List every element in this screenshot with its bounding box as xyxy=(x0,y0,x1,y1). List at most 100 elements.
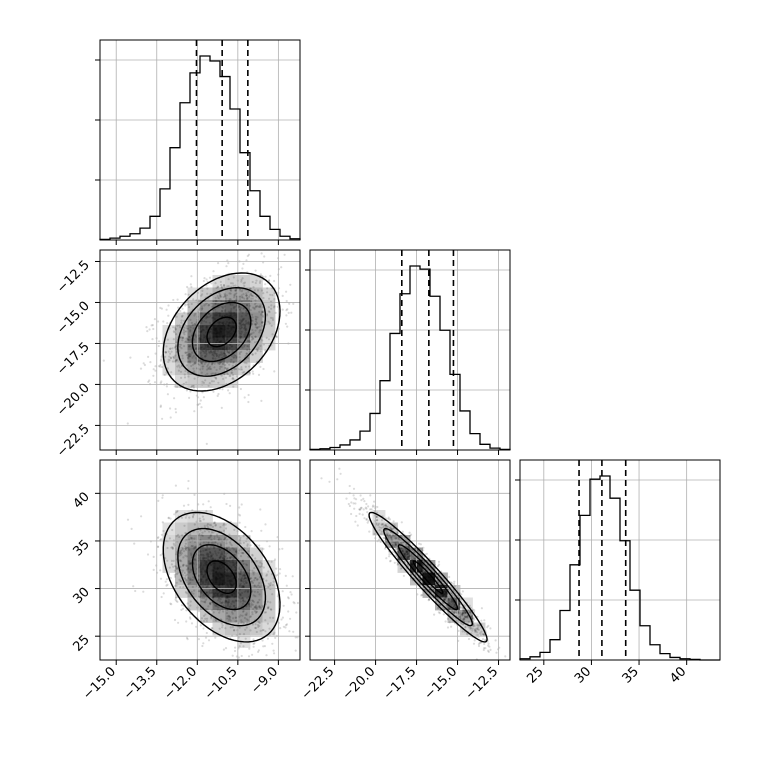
scatter-point xyxy=(175,344,178,348)
scatter-point xyxy=(436,591,439,595)
scatter-point xyxy=(231,561,234,564)
scatter-point xyxy=(170,356,173,359)
scatter-point xyxy=(206,552,209,555)
scatter-point xyxy=(215,577,218,580)
scatter-point xyxy=(233,368,236,371)
scatter-point xyxy=(221,553,224,556)
scatter-point xyxy=(255,610,258,614)
scatter-point xyxy=(214,349,217,352)
scatter-point xyxy=(230,584,233,587)
scatter-point xyxy=(408,546,411,549)
scatter-point xyxy=(222,604,225,607)
scatter-point xyxy=(251,316,254,319)
scatter-point xyxy=(445,596,448,599)
scatter-point xyxy=(232,604,235,608)
scatter-point xyxy=(470,627,473,630)
scatter-point xyxy=(211,525,215,528)
scatter-point xyxy=(473,618,476,621)
scatter-point xyxy=(217,296,220,299)
scatter-point xyxy=(239,321,242,324)
scatter-point xyxy=(386,525,389,528)
scatter-point xyxy=(201,515,204,518)
scatter-point xyxy=(405,550,408,553)
scatter-point xyxy=(212,611,215,614)
scatter-point xyxy=(234,289,238,292)
scatter-point xyxy=(275,335,278,338)
scatter-point xyxy=(235,590,238,593)
scatter-point xyxy=(202,627,205,630)
scatter-point xyxy=(198,589,201,593)
scatter-point xyxy=(235,550,238,553)
scatter-point xyxy=(254,623,257,626)
scatter-point xyxy=(205,591,208,594)
scatter-point xyxy=(464,615,468,619)
scatter-point xyxy=(258,606,261,609)
scatter-point xyxy=(235,319,238,322)
scatter-point xyxy=(232,321,235,325)
scatter-point xyxy=(228,311,231,314)
scatter-point xyxy=(406,552,409,555)
scatter-point xyxy=(212,542,215,545)
scatter-point xyxy=(458,615,461,619)
scatter-point xyxy=(210,569,213,572)
scatter-point xyxy=(474,630,477,634)
scatter-point xyxy=(180,560,183,563)
scatter-point xyxy=(225,330,228,333)
scatter-point xyxy=(254,626,258,630)
scatter-point xyxy=(160,307,163,310)
scatter-point xyxy=(444,591,447,594)
scatter-point xyxy=(241,559,245,562)
scatter-point xyxy=(192,576,195,579)
scatter-point xyxy=(385,557,388,560)
scatter-point xyxy=(241,614,244,617)
scatter-point xyxy=(205,509,208,513)
scatter-point xyxy=(231,654,234,657)
scatter-point xyxy=(385,529,388,532)
scatter-point xyxy=(200,553,203,556)
scatter-point xyxy=(384,524,388,527)
scatter-point xyxy=(200,331,203,334)
scatter-point xyxy=(227,278,230,281)
scatter-point xyxy=(245,613,248,617)
scatter-point xyxy=(242,645,245,648)
scatter-point xyxy=(396,563,399,566)
scatter-point xyxy=(477,644,481,648)
scatter-point xyxy=(259,273,262,276)
scatter-point xyxy=(246,322,249,325)
scatter-point xyxy=(259,565,262,569)
scatter-point xyxy=(166,367,169,370)
scatter-point xyxy=(208,382,211,385)
scatter-point xyxy=(454,604,457,608)
scatter-point xyxy=(181,339,184,342)
scatter-point xyxy=(179,549,182,553)
density-cell xyxy=(200,547,213,561)
scatter-point xyxy=(266,637,269,640)
scatter-point xyxy=(266,287,269,290)
scatter-point xyxy=(205,442,208,445)
scatter-point xyxy=(249,544,252,547)
scatter-point xyxy=(262,315,265,318)
scatter-point xyxy=(205,341,208,344)
scatter-point xyxy=(289,283,292,286)
scatter-point xyxy=(258,598,261,602)
scatter-point xyxy=(214,302,217,305)
scatter-point xyxy=(170,371,173,374)
scatter-point xyxy=(226,338,229,341)
scatter-point xyxy=(282,604,285,607)
scatter-point xyxy=(243,317,246,320)
scatter-point xyxy=(228,556,232,559)
scatter-point xyxy=(224,567,227,570)
scatter-point xyxy=(173,331,176,334)
histogram-frame-2 xyxy=(519,459,721,661)
scatter-point xyxy=(226,568,229,571)
histogram-frame-1 xyxy=(309,249,511,451)
scatter-point xyxy=(264,283,267,286)
scatter-point xyxy=(494,639,497,642)
scatter-point xyxy=(352,494,355,497)
scatter-point xyxy=(437,560,441,563)
scatter-point xyxy=(254,605,257,609)
scatter-point xyxy=(231,612,234,615)
scatter-point xyxy=(181,336,184,339)
scatter-point xyxy=(179,326,182,329)
scatter-point xyxy=(200,571,203,574)
